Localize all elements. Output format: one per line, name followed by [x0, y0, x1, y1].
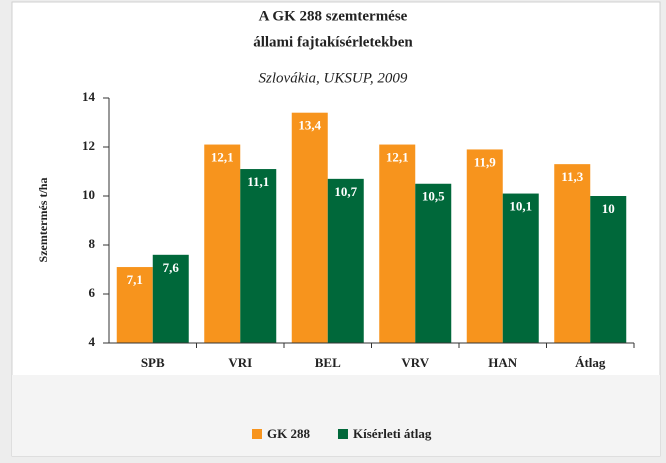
x-tick-label: BEL: [315, 355, 341, 370]
value-label: 12,1: [211, 150, 234, 165]
y-tick-label: 6: [89, 285, 96, 300]
x-tick-label: VRV: [401, 355, 429, 370]
value-label: 7,6: [163, 260, 180, 275]
bar: [291, 112, 328, 343]
value-label: 7,1: [127, 272, 143, 287]
bar: [502, 193, 539, 343]
y-tick-label: 8: [89, 236, 96, 251]
y-tick-label: 10: [82, 187, 95, 202]
legend-swatch: [252, 429, 262, 439]
value-label: 10,7: [334, 184, 357, 199]
value-label: 11,3: [561, 169, 584, 184]
value-label: 10,1: [509, 199, 532, 214]
bar: [554, 164, 591, 343]
x-tick-label: Átlag: [575, 355, 606, 370]
legend-label: GK 288: [267, 426, 310, 441]
value-label: 11,1: [247, 174, 269, 189]
bar: [240, 169, 277, 343]
x-tick-label: VRI: [228, 355, 252, 370]
legend-panel: [12, 375, 660, 456]
chart-title: állami fajtakísérletekben: [253, 34, 413, 50]
chart-title: A GK 288 szemtermése: [259, 8, 408, 24]
bar: [204, 144, 241, 343]
bar: [466, 149, 503, 343]
value-label: 10: [602, 201, 615, 216]
value-label: 11,9: [474, 154, 497, 169]
bar: [327, 178, 364, 343]
bar: [415, 183, 452, 343]
y-tick-label: 14: [82, 89, 96, 104]
value-label: 13,4: [298, 118, 321, 133]
value-label: 12,1: [386, 150, 409, 165]
chart-subtitle: Szlovákia, UKSUP, 2009: [259, 70, 408, 86]
bar: [590, 196, 627, 343]
bar: [152, 254, 189, 343]
value-label: 10,5: [422, 189, 445, 204]
x-tick-label: HAN: [488, 355, 518, 370]
y-tick-label: 4: [89, 334, 96, 349]
legend-label: Kísérleti átlag: [353, 426, 432, 441]
y-axis-label: Szemtermés t/ha: [36, 178, 50, 263]
x-tick-label: SPB: [141, 355, 165, 370]
legend-swatch: [337, 429, 348, 439]
bar: [379, 144, 416, 343]
y-tick-label: 12: [82, 138, 95, 153]
bar: [116, 267, 153, 343]
